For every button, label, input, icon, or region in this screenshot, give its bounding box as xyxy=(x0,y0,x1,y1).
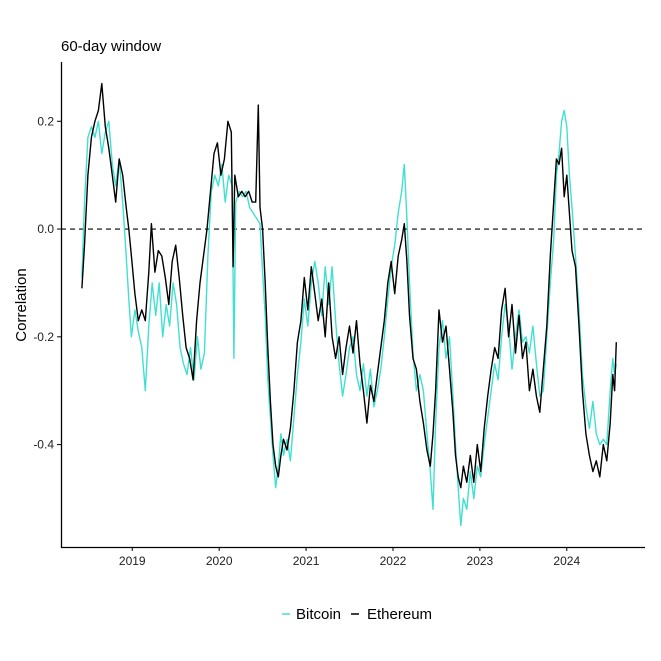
y-tick-label: -0.2 xyxy=(33,330,54,344)
series-line-ethereum xyxy=(81,82,617,489)
x-tick-label: 2019 xyxy=(119,554,146,568)
x-tick-label: 2024 xyxy=(553,554,580,568)
y-tick-label: 0.0 xyxy=(37,222,54,236)
legend: Bitcoin Ethereum xyxy=(282,606,432,623)
x-tick-label: 2020 xyxy=(206,554,233,568)
y-ticks: 0.2 0.0 -0.2 -0.4 xyxy=(33,114,61,452)
chart-title: 60-day window xyxy=(61,38,161,55)
legend-label-bitcoin: Bitcoin xyxy=(296,606,341,623)
x-tick-label: 2021 xyxy=(293,554,320,568)
series-layer xyxy=(81,82,617,527)
y-tick-label: 0.2 xyxy=(37,114,54,128)
x-ticks: 2019 2020 2021 2022 2023 2024 xyxy=(119,547,580,568)
y-axis-title: Correlation xyxy=(13,268,30,341)
legend-label-ethereum: Ethereum xyxy=(367,606,432,623)
y-tick-label: -0.4 xyxy=(33,438,54,452)
x-tick-label: 2023 xyxy=(467,554,494,568)
x-tick-label: 2022 xyxy=(380,554,407,568)
